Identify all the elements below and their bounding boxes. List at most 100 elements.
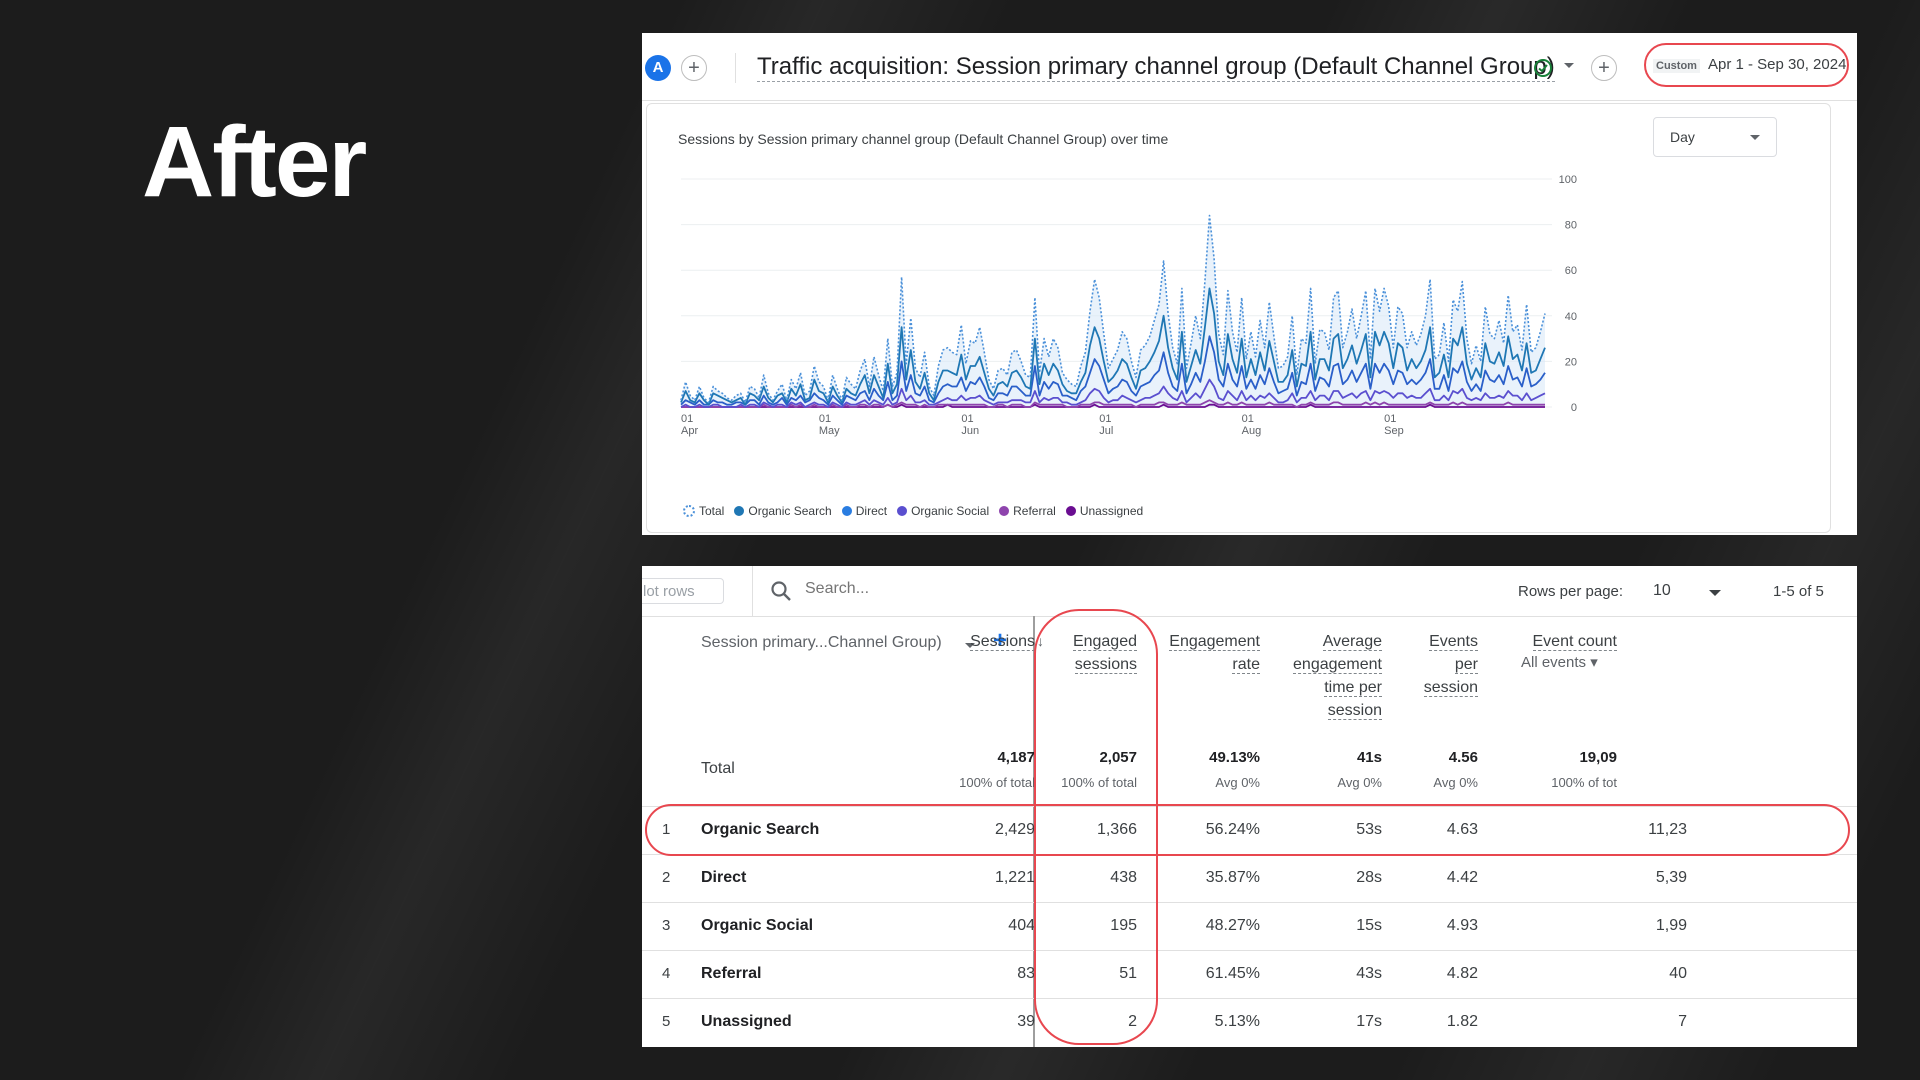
column-header-text: engagement — [1293, 656, 1382, 674]
column-header-text: Engagement — [1169, 633, 1260, 651]
column-header-text: sessions — [1074, 656, 1137, 674]
row-cell: 1.82 — [1446, 1013, 1478, 1030]
row-cell: 53s — [1356, 821, 1382, 838]
column-header-text: Events — [1429, 633, 1478, 651]
legend-swatch — [734, 506, 745, 516]
legend-item-direct[interactable]: Direct — [841, 504, 887, 518]
granularity-select[interactable]: Day — [1653, 117, 1777, 157]
row-cell: 4.63 — [1446, 821, 1478, 838]
row-cell: 4.42 — [1446, 869, 1478, 886]
column-header-text: time per — [1324, 679, 1382, 697]
legend-item-total[interactable]: Total — [683, 504, 724, 518]
row-cell: 404 — [1008, 917, 1035, 934]
column-header[interactable]: Sessions — [935, 630, 1035, 653]
row-cell: 5.13% — [1214, 1013, 1260, 1030]
organic-search-row-highlight — [645, 804, 1850, 856]
chevron-down-icon[interactable] — [1709, 590, 1721, 596]
total-label: Total — [701, 760, 735, 777]
y-tick-label: 20 — [1565, 356, 1577, 368]
row-cell: 48.27% — [1205, 917, 1260, 934]
series-line-referral — [681, 399, 1545, 408]
date-range-picker[interactable]: Apr 1 - Sep 30, 2024 — [1708, 56, 1847, 73]
x-tick-month: Aug — [1242, 425, 1262, 437]
chart-title: Sessions by Session primary channel grou… — [678, 131, 1169, 147]
x-tick-day: 01 — [819, 413, 831, 425]
row-index: 3 — [662, 917, 671, 934]
legend-swatch — [999, 506, 1010, 516]
chart-card: Sessions by Session primary channel grou… — [646, 103, 1831, 533]
row-cell: 28s — [1356, 869, 1382, 886]
column-header-text: rate — [1232, 656, 1260, 674]
y-tick-label: 60 — [1565, 265, 1577, 277]
row-index: 4 — [662, 965, 671, 982]
search-input[interactable] — [805, 580, 1055, 598]
chart-legend: Total Organic Search Direct Organic Soci… — [683, 504, 1143, 518]
table-toolbar: lot rows Rows per page: 10 1-5 of 5 — [642, 566, 1857, 617]
column-header[interactable]: Engagement rate — [1140, 630, 1260, 676]
row-channel-name[interactable]: Organic Social — [701, 917, 814, 934]
row-cell: 83 — [1017, 965, 1035, 982]
row-channel-name[interactable]: Organic Search — [701, 821, 820, 838]
x-tick-day: 01 — [681, 413, 693, 425]
y-tick-label: 80 — [1565, 220, 1577, 232]
row-cell: 15s — [1356, 917, 1382, 934]
chart-panel: A + Traffic acquisition: Session primary… — [642, 33, 1857, 535]
column-header[interactable]: Average engagement time per session — [1262, 630, 1382, 722]
rows-per-page-select[interactable]: 10 — [1653, 582, 1671, 599]
column-header[interactable]: Events per session — [1388, 630, 1478, 699]
row-cell: 438 — [1110, 869, 1137, 886]
y-tick-label: 0 — [1571, 402, 1577, 414]
x-tick-month: Jun — [961, 425, 979, 437]
report-title[interactable]: Traffic acquisition: Session primary cha… — [757, 53, 1555, 82]
table-row[interactable]: 3 Organic Social 404 195 48.27% 15s 4.93 1,99 — [642, 902, 1857, 950]
legend-swatch — [1065, 506, 1076, 516]
table-row[interactable]: 5 Unassigned 39 2 5.13% 17s 1.82 7 — [642, 998, 1857, 1046]
series-line-organic-search — [680, 287, 1546, 406]
row-cell: 4.82 — [1446, 965, 1478, 982]
header-divider — [735, 53, 736, 83]
add-report-button[interactable]: + — [1591, 55, 1617, 81]
line-chart: 10080604020001Apr01May01Jun01Jul01Aug01S… — [680, 174, 1577, 437]
legend-item-unassigned[interactable]: Unassigned — [1065, 504, 1143, 518]
column-header[interactable]: Event count — [1497, 630, 1617, 653]
event-filter-select[interactable]: All events ▾ — [1521, 654, 1598, 671]
legend-swatch — [683, 505, 695, 517]
row-cell: 56.24% — [1205, 821, 1260, 838]
row-channel-name[interactable]: Direct — [701, 869, 747, 886]
row-cell: 40 — [1669, 965, 1687, 982]
check-circle-icon[interactable] — [1533, 58, 1553, 78]
column-header-text: per — [1454, 656, 1478, 674]
column-header-text: Sessions — [970, 633, 1035, 651]
row-channel-name[interactable]: Unassigned — [701, 1013, 792, 1030]
table-row[interactable]: 4 Referral 83 51 61.45% 43s 4.82 40 — [642, 950, 1857, 998]
row-channel-name[interactable]: Referral — [701, 965, 762, 982]
x-tick-month: May — [819, 425, 840, 437]
total-value: 4.56 — [1448, 749, 1478, 766]
chevron-down-icon[interactable] — [965, 643, 975, 648]
legend-label: Total — [699, 504, 725, 518]
column-header-text: session — [1423, 679, 1478, 697]
plot-rows-button[interactable]: lot rows — [642, 578, 724, 604]
column-header-text: Average — [1322, 633, 1382, 651]
total-sub: 100% of total — [1061, 775, 1137, 790]
legend-item-organic-search[interactable]: Organic Search — [734, 504, 832, 518]
total-sub: Avg 0% — [1215, 775, 1260, 790]
granularity-value: Day — [1670, 129, 1695, 145]
rows-per-page-label: Rows per page: — [1518, 583, 1624, 600]
dimension-header[interactable]: Session primary...Channel Group) — [701, 634, 942, 651]
series-line-organic-social — [680, 378, 1546, 408]
row-cell: 61.45% — [1205, 965, 1260, 982]
avatar[interactable]: A — [645, 55, 671, 81]
add-comparison-button[interactable]: + — [681, 55, 707, 81]
total-sub: 100% of tot — [1551, 775, 1617, 790]
x-tick-day: 01 — [1242, 413, 1254, 425]
chevron-down-icon[interactable] — [1564, 63, 1574, 68]
date-range-highlight — [1644, 43, 1849, 87]
total-value: 49.13% — [1209, 749, 1260, 766]
legend-item-referral[interactable]: Referral — [999, 504, 1056, 518]
legend-item-organic-social[interactable]: Organic Social — [897, 504, 989, 518]
column-header-text: session — [1327, 702, 1382, 720]
total-area — [681, 215, 1545, 407]
add-dimension-button[interactable]: + — [993, 627, 1008, 654]
table-row[interactable]: 2 Direct 1,221 438 35.87% 28s 4.42 5,39 — [642, 854, 1857, 902]
